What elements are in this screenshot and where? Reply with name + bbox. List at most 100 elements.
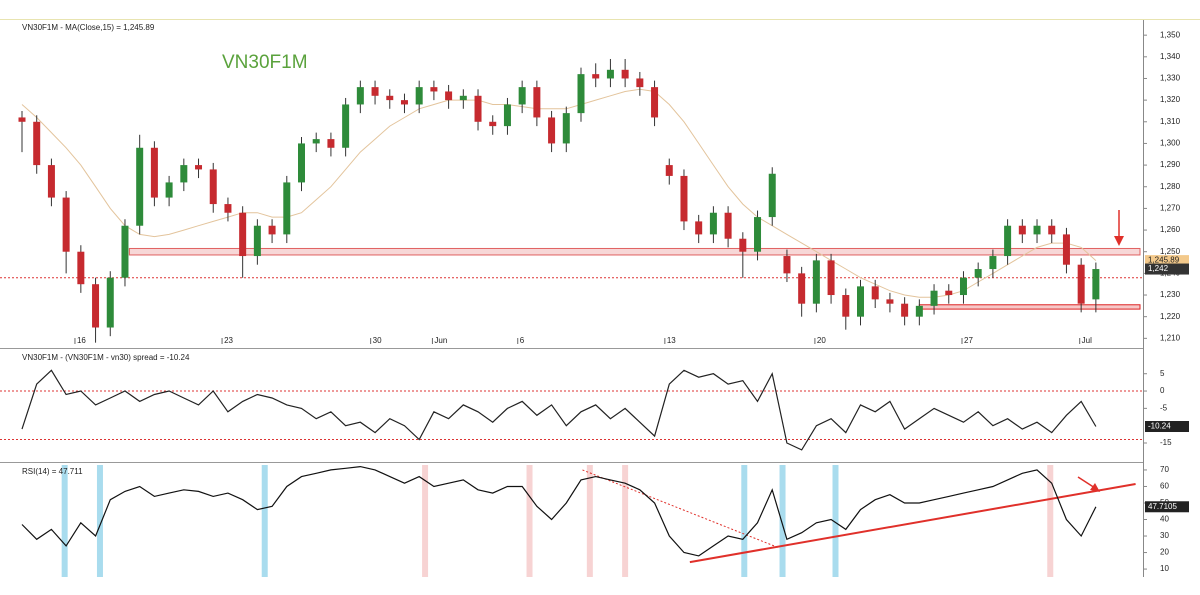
candle-body [386,95,394,101]
candle-body [901,303,909,317]
y-tick-label: 60 [1160,482,1169,491]
panel-title: VN30F1M - (VN30F1M - vn30) spread = -10.… [22,353,190,362]
last-value-label: 1,242 [1148,264,1169,273]
last-value-label: 1,245.89 [1148,256,1180,265]
candle-body [768,173,776,218]
x-tick-label: 27 [964,336,973,345]
y-tick-label: 0 [1160,386,1165,395]
candle-body [577,74,585,114]
candle-body [930,290,938,306]
candle-body [783,256,791,274]
y-tick-label: 5 [1160,369,1165,378]
candle-body [209,169,217,205]
highlight-bar [61,465,68,577]
y-tick-label: 70 [1160,465,1169,474]
annotations [1077,210,1124,492]
candle-body [106,277,114,328]
y-tick-label: 30 [1160,531,1169,540]
candle-body [709,212,717,235]
x-tick-label: 30 [373,336,382,345]
highlight-bar [96,465,103,577]
candle-body [445,91,453,101]
candle-body [415,87,423,105]
candle-body [959,277,967,296]
candle-body [842,295,850,317]
candle-body [739,238,747,252]
candle-body [754,217,762,252]
candle-body [253,225,261,257]
trend-line [689,483,1136,564]
y-tick-label: 1,320 [1160,95,1181,104]
candle-body [974,269,982,278]
candle-body [1062,234,1070,265]
candle-body [283,182,291,235]
last-value-box [1145,501,1189,513]
x-tick-label: 16 [77,336,86,345]
highlight-bar [779,465,786,577]
candle-body [18,117,26,122]
y-tick-label: 1,310 [1160,117,1181,126]
candle-body [400,100,408,105]
y-tick-label: 1,280 [1160,182,1181,191]
y-tick-label: 1,230 [1160,290,1181,299]
y-tick-label: 40 [1160,515,1169,524]
candle-body [651,87,659,118]
y-tick-label: 1,270 [1160,204,1181,213]
y-tick-label: 1,290 [1160,160,1181,169]
candle-body [195,165,203,170]
x-tick-label: 23 [224,336,233,345]
candle-body [342,104,350,148]
candle-body [989,256,997,270]
series-line [21,465,1097,557]
candle-body [77,251,85,285]
y-tick-label: 10 [1160,564,1169,573]
candle-body [695,221,703,235]
series-line [21,369,1097,451]
candle-body [503,104,511,127]
highlight-bar [741,465,748,577]
x-tick-label: 20 [817,336,826,345]
x-tick-label: 13 [667,336,676,345]
candle-body [459,95,467,101]
y-tick-label: 1,300 [1160,139,1181,148]
candle-body [430,87,438,92]
highlight-bar [261,465,268,577]
candle-body [268,225,276,235]
y-tick-label: 1,330 [1160,74,1181,83]
candle-body [827,260,835,296]
candle-body [239,212,247,257]
candle-body [489,121,497,127]
candle-body [798,273,806,304]
x-tick-label: Jul [1082,336,1092,345]
candle-body [812,260,820,304]
highlight-bar [1047,465,1054,577]
y-tick-label: 1,220 [1160,312,1181,321]
panel-title: VN30F1M - MA(Close,15) = 1,245.89 [22,23,155,32]
candle-body [371,87,379,96]
candle-body [33,121,41,166]
candle-body [1092,269,1100,300]
candle-body [47,165,55,198]
candle-body [327,139,335,148]
candle-body [312,139,320,144]
candle-body [474,95,482,122]
candle-body [886,299,894,304]
candle-body [857,286,864,317]
arrow [1077,476,1096,489]
last-value-label: -10.24 [1148,422,1171,431]
last-value-box [1145,421,1189,433]
highlight-bar [622,465,629,577]
candle-body [1018,225,1026,235]
highlight-bar [832,465,839,577]
candle-body [62,197,70,252]
candle-body [606,69,614,79]
candle-body [180,165,188,183]
candle-body [533,87,541,118]
candle-body [298,143,305,183]
price-band [918,304,1141,310]
last-value-label: 47.7105 [1148,502,1177,511]
candle-body [136,147,144,226]
candle-body [636,78,644,88]
candle-body [915,305,923,317]
